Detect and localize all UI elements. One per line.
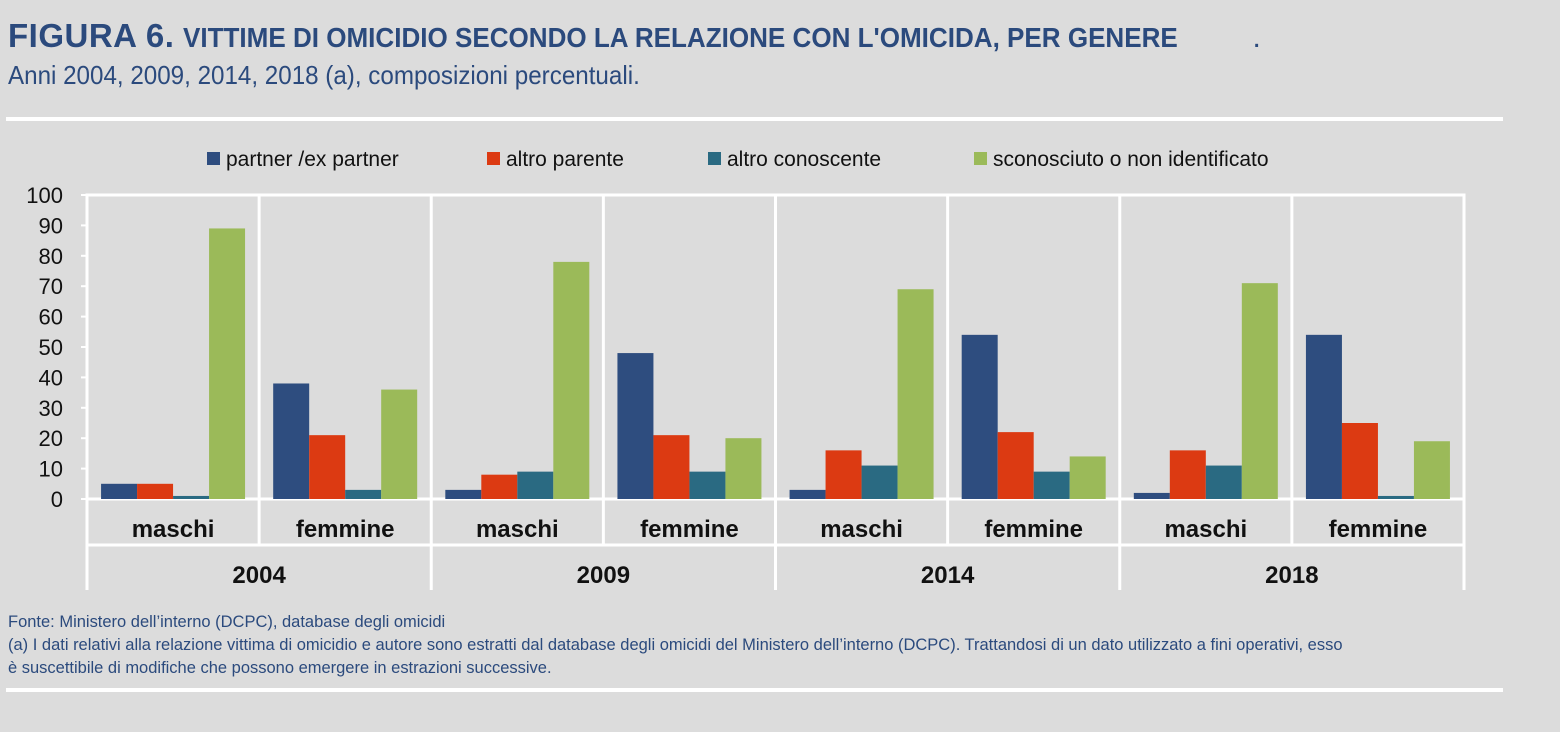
bottom-divider	[6, 688, 1503, 692]
bar	[445, 489, 482, 499]
bar	[309, 435, 346, 499]
x-tick-label: femmine	[640, 516, 739, 543]
bar	[553, 261, 590, 499]
bar	[209, 228, 246, 499]
x-axis: maschi femmine maschi femmine maschi femmine m…	[85, 499, 1466, 590]
x-tick-label: femmine	[296, 516, 395, 543]
y-tick-label: 0	[51, 487, 63, 512]
bar	[517, 471, 554, 499]
legend-swatch-sconosciuto-o-non-identificato	[974, 152, 987, 165]
x-tick-label: maschi	[476, 516, 559, 543]
y-tick-label: 80	[39, 244, 63, 269]
y-tick-label: 30	[39, 396, 63, 421]
chart-notes: Fonte: Ministero dell’interno (DCPC), da…	[8, 610, 1518, 679]
bar	[1413, 441, 1450, 499]
bar	[1305, 334, 1342, 499]
chart-legend: partner /ex partner altro parente altro co…	[207, 148, 1269, 171]
bar	[653, 435, 690, 499]
bar	[1033, 471, 1070, 499]
bar	[997, 432, 1034, 499]
bar	[825, 450, 862, 499]
bar	[725, 438, 762, 499]
figure-subtitle: Anni 2004, 2009, 2014, 2018 (a), composi…	[8, 60, 640, 90]
figure-title: VITTIME DI OMICIDIO SECONDO LA RELAZIONE…	[182, 22, 1178, 53]
bar	[1377, 495, 1414, 499]
x-tick-label: femmine	[984, 516, 1083, 543]
figure-header: FIGURA 6. VITTIME DI OMICIDIO SECONDO LA…	[8, 16, 1508, 91]
figure-title-line: FIGURA 6. VITTIME DI OMICIDIO SECONDO LA…	[8, 16, 1508, 58]
legend-swatch-altro-conoscente	[708, 152, 721, 165]
x-tick-label: maschi	[820, 516, 903, 543]
x-group-label: 2018	[1265, 562, 1318, 589]
footnote-a-line1: (a) I dati relativi alla relazione vitti…	[8, 635, 1343, 654]
legend-swatch-partner-ex-partner	[207, 152, 220, 165]
legend-label-altro-parente: altro parente	[506, 148, 624, 171]
y-tick-label: 40	[39, 365, 63, 390]
source-note: Fonte: Ministero dell’interno (DCPC), da…	[8, 612, 446, 631]
legend-swatch-altro-parente	[487, 152, 500, 165]
bar	[897, 289, 934, 499]
bar	[273, 383, 310, 499]
y-tick-label: 10	[39, 457, 63, 482]
bar	[1241, 283, 1278, 499]
bar	[961, 334, 998, 499]
bar	[1133, 492, 1170, 499]
y-tick-label: 20	[39, 426, 63, 451]
bar	[1341, 423, 1378, 499]
bar	[173, 495, 210, 499]
bar	[1169, 450, 1206, 499]
legend-label-altro-conoscente: altro conoscente	[727, 148, 881, 171]
bar	[861, 465, 898, 499]
bar	[1205, 465, 1242, 499]
top-divider	[6, 117, 1503, 121]
y-tick-label: 90	[39, 213, 63, 238]
y-tick-label: 70	[39, 274, 63, 299]
x-group-label: 2009	[577, 562, 630, 589]
x-group-label: 2014	[921, 562, 975, 589]
bar	[481, 474, 518, 499]
bar	[617, 353, 654, 499]
x-tick-label: femmine	[1329, 516, 1428, 543]
legend-label-partner-ex-partner: partner /ex partner	[226, 148, 399, 171]
bar	[345, 489, 382, 499]
bar-chart: partner /ex partner altro parente altro co…	[26, 148, 1466, 590]
footnote-a-line2: è suscettibile di modifiche che possono …	[8, 658, 552, 677]
y-tick-label: 50	[39, 335, 63, 360]
figure-label: FIGURA 6.	[8, 17, 175, 54]
bar	[689, 471, 726, 499]
bar	[789, 489, 826, 499]
bar	[381, 389, 418, 499]
figure-title-period: .	[1252, 21, 1261, 54]
bar	[101, 483, 138, 499]
x-tick-label: maschi	[1164, 516, 1247, 543]
bar	[137, 483, 174, 499]
plot-area	[85, 193, 1466, 590]
bar	[1069, 456, 1106, 499]
legend-label-sconosciuto-o-non-identificato: sconosciuto o non identificato	[993, 148, 1269, 171]
y-tick-label: 100	[26, 183, 63, 208]
y-tick-label: 60	[39, 305, 63, 330]
x-tick-label: maschi	[132, 516, 215, 543]
y-axis: 0 10 20 30 40 50 60 70 80 90 100	[26, 183, 87, 512]
x-group-label: 2004	[232, 562, 286, 589]
